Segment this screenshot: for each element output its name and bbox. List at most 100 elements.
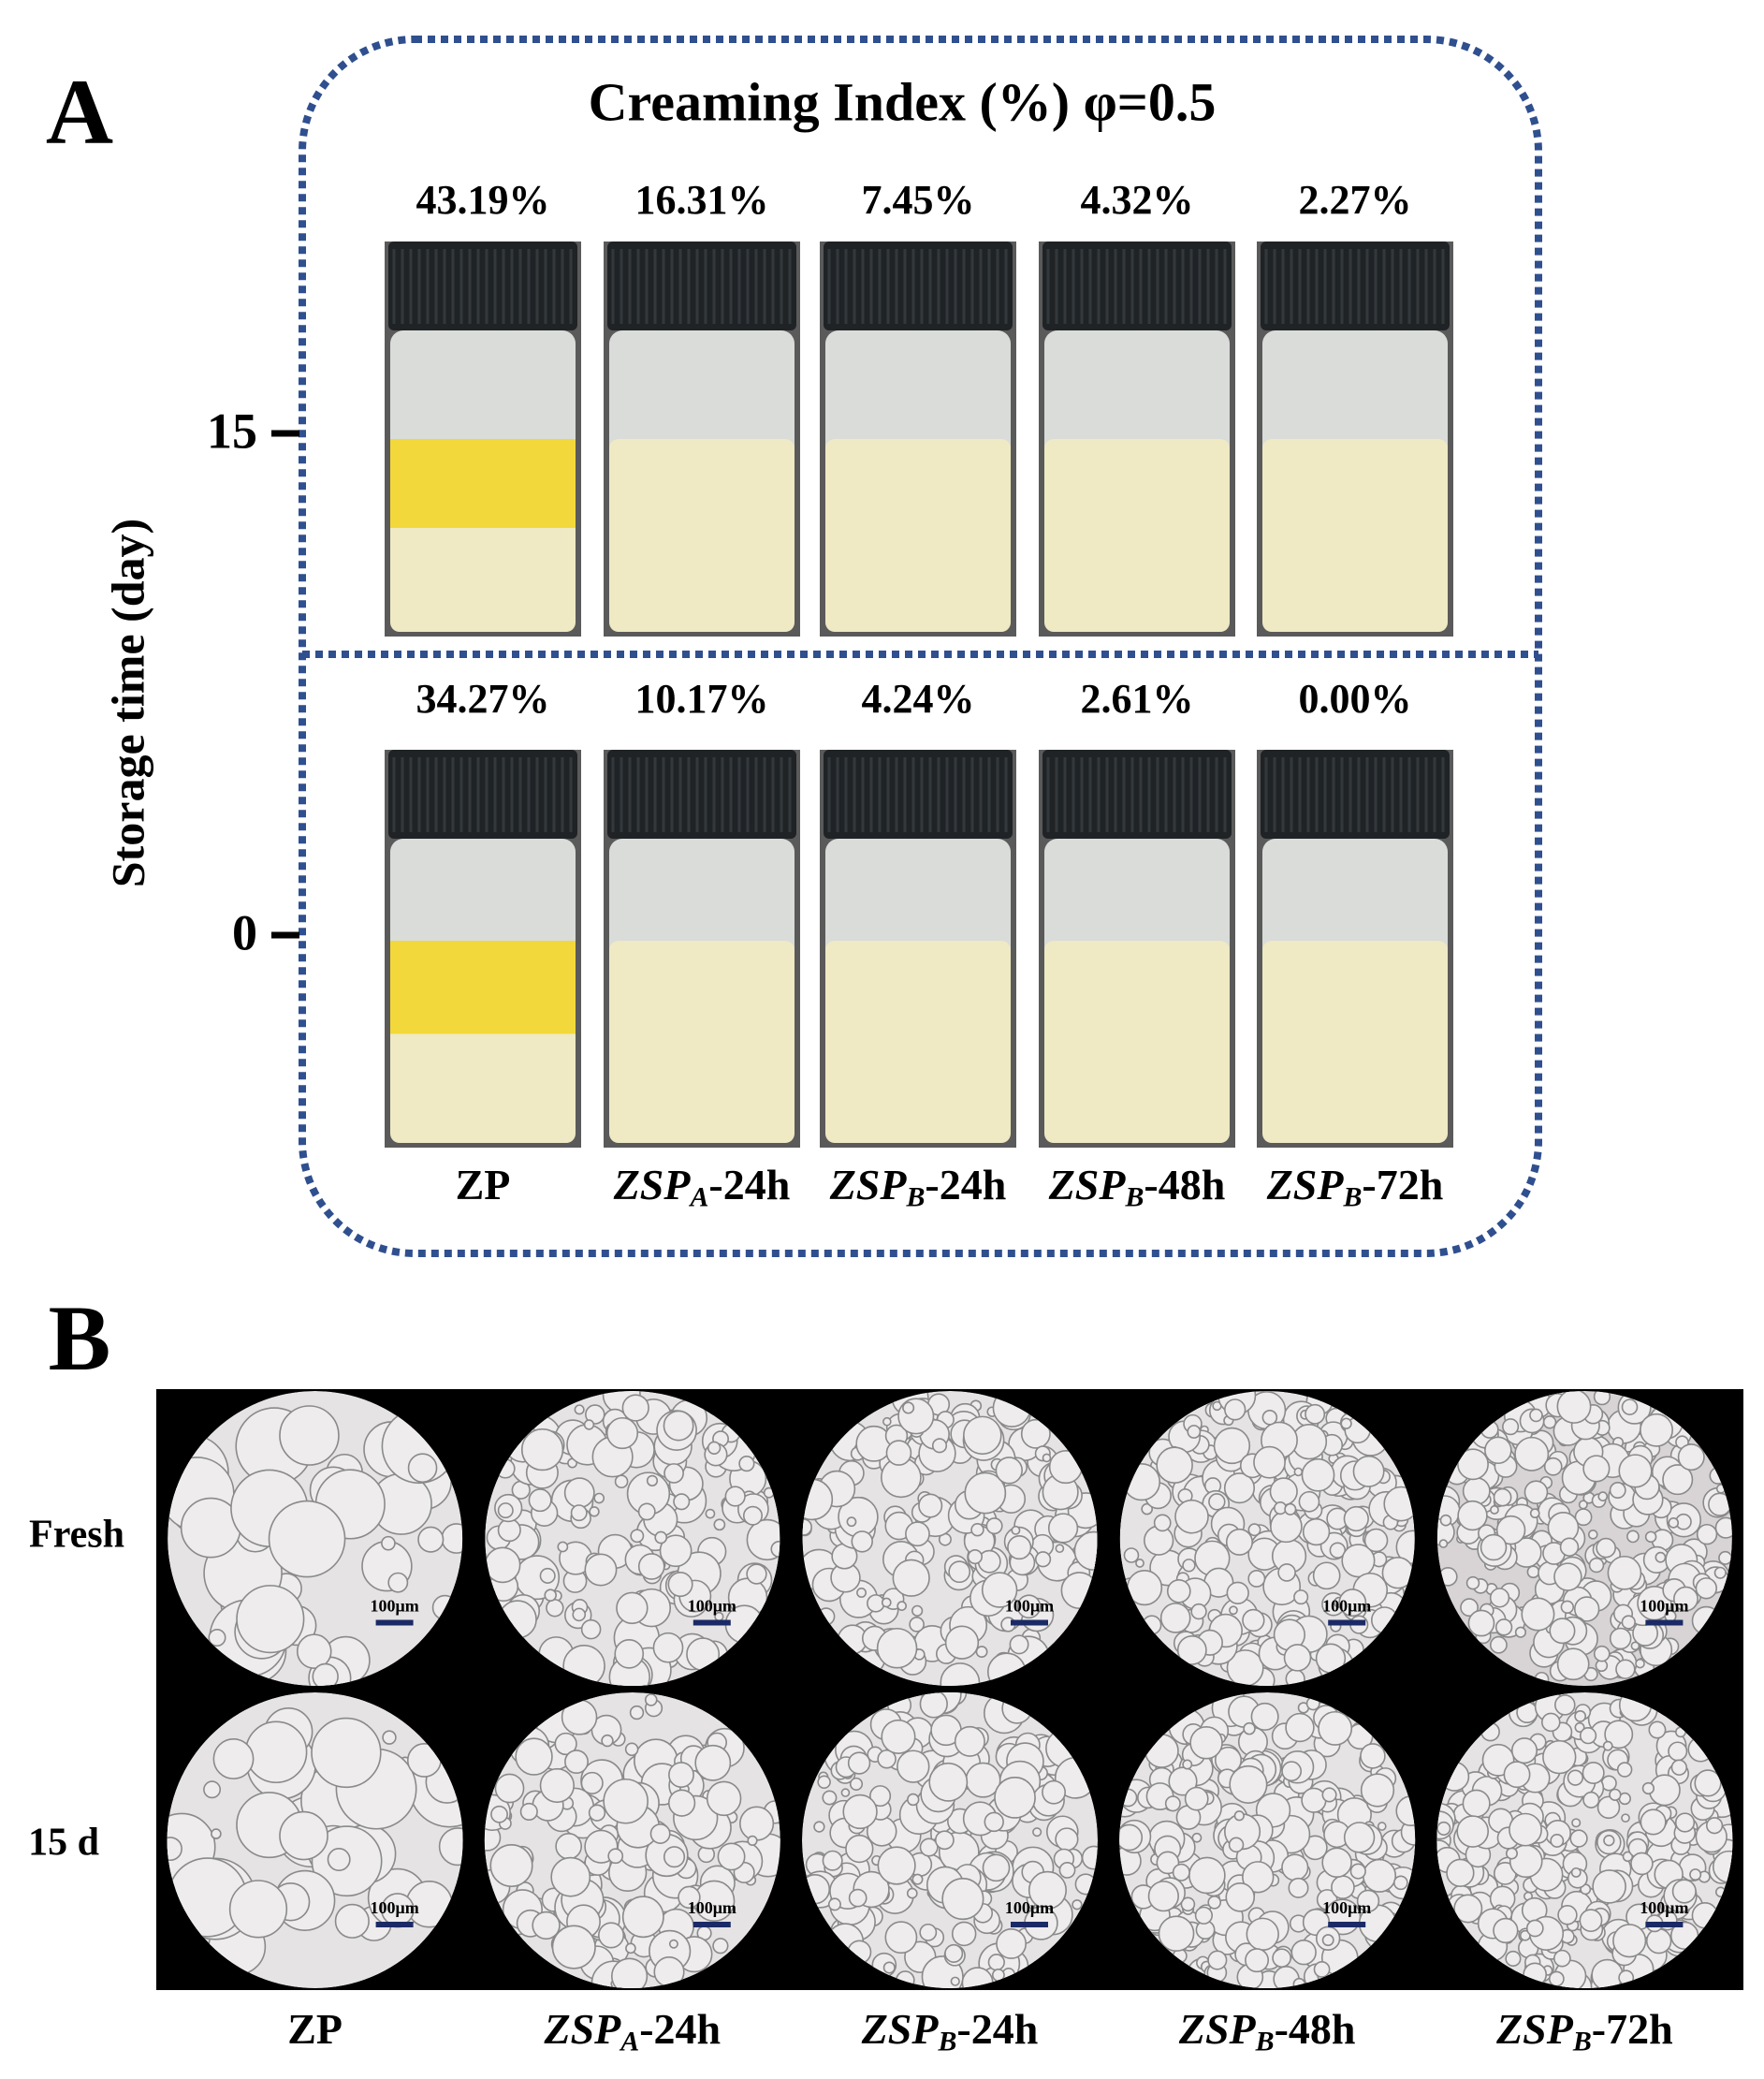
droplet — [1640, 1413, 1673, 1447]
droplet — [1523, 1480, 1549, 1504]
droplet — [1621, 1813, 1630, 1823]
droplet — [995, 1457, 1023, 1485]
droplet — [934, 1830, 955, 1851]
droplet — [902, 1401, 915, 1414]
droplet — [1321, 1847, 1352, 1879]
droplet — [1188, 1856, 1226, 1895]
droplet — [564, 1750, 589, 1774]
droplet — [1713, 1566, 1727, 1579]
emulsion — [825, 439, 1011, 632]
droplet — [1541, 1712, 1561, 1733]
creaming-index: 2.61% — [1081, 676, 1194, 722]
emulsion — [825, 941, 1011, 1143]
droplet — [1671, 1879, 1697, 1904]
droplet — [1247, 1570, 1266, 1588]
droplet — [588, 1804, 606, 1822]
droplet — [970, 1523, 984, 1537]
vial — [1039, 750, 1235, 1148]
sample-sub: A — [688, 1181, 708, 1212]
row-label: 15 d — [28, 1822, 99, 1865]
droplet — [1313, 1961, 1331, 1978]
droplet — [840, 1788, 851, 1797]
droplet — [1567, 1769, 1584, 1786]
droplet — [334, 1903, 370, 1939]
vial-cap — [1261, 242, 1450, 330]
droplet — [1503, 1761, 1531, 1789]
droplet — [417, 1526, 445, 1553]
droplet — [1456, 1815, 1490, 1848]
droplet — [1556, 1391, 1592, 1424]
droplet — [981, 1572, 1018, 1608]
droplet — [1674, 1812, 1696, 1833]
droplet — [1007, 1535, 1032, 1560]
droplet — [928, 1762, 969, 1802]
droplet — [1705, 1817, 1724, 1835]
droplet — [1246, 1917, 1279, 1952]
creaming-index: 16.31% — [635, 177, 769, 223]
droplet — [1305, 1403, 1326, 1425]
droplet — [1662, 1464, 1694, 1496]
droplet — [311, 1717, 382, 1789]
droplet — [268, 1500, 346, 1578]
droplet — [1277, 1563, 1296, 1582]
droplet — [554, 1732, 577, 1756]
droplet — [882, 1961, 896, 1974]
creaming-index: 34.27% — [416, 676, 550, 722]
droplet — [572, 1607, 587, 1622]
droplet — [869, 1785, 892, 1808]
droplet — [1582, 1455, 1611, 1483]
droplet — [1360, 1743, 1386, 1769]
droplet — [822, 1790, 838, 1806]
droplet — [519, 1802, 538, 1822]
droplet — [1189, 1726, 1223, 1760]
droplet — [1542, 1739, 1577, 1775]
droplet — [279, 1405, 340, 1466]
droplet — [944, 1943, 964, 1963]
sample-base: ZSP — [613, 1161, 692, 1208]
droplet — [637, 1502, 656, 1521]
droplet — [882, 1416, 892, 1427]
droplet — [1574, 1710, 1587, 1722]
droplet — [954, 1725, 985, 1757]
droplet — [208, 1628, 226, 1647]
sample-label: ZSPB-72h — [1495, 2005, 1673, 2057]
droplet — [1593, 1391, 1611, 1406]
droplet — [712, 1938, 729, 1955]
droplet — [539, 1567, 556, 1584]
vial-cap — [1261, 750, 1450, 839]
droplet — [1505, 1847, 1518, 1860]
droplet — [996, 1928, 1028, 1959]
droplet — [1593, 1645, 1611, 1662]
droplet — [1281, 1853, 1309, 1881]
droplet — [742, 1505, 763, 1526]
droplet — [918, 1493, 943, 1518]
droplet — [911, 1604, 924, 1617]
droplet — [987, 1954, 1005, 1971]
droplet — [407, 1453, 438, 1484]
droplet — [1207, 1950, 1228, 1970]
droplet — [551, 1925, 596, 1969]
droplet — [940, 1662, 981, 1686]
droplet — [1301, 1457, 1335, 1492]
droplet — [1514, 1626, 1527, 1638]
droplet — [1042, 1779, 1066, 1805]
droplet — [1592, 1869, 1626, 1904]
micrograph — [1436, 1692, 1733, 1988]
tick-label: 0 — [232, 904, 257, 960]
droplet — [1341, 1544, 1376, 1578]
emulsion — [1044, 439, 1230, 632]
droplet — [1578, 1500, 1588, 1510]
droplet — [1293, 1589, 1309, 1605]
droplet — [1034, 1551, 1052, 1568]
droplet — [975, 1646, 988, 1659]
sample-sub: B — [905, 1181, 925, 1212]
droplet — [667, 1572, 693, 1598]
droplet — [607, 1848, 624, 1865]
vial-cap — [388, 242, 577, 330]
droplet — [605, 1416, 639, 1450]
droplet — [845, 1834, 874, 1864]
emulsion — [1262, 439, 1448, 632]
droplet — [630, 1529, 645, 1544]
droplet — [964, 1471, 1007, 1515]
droplet — [985, 1517, 1003, 1535]
